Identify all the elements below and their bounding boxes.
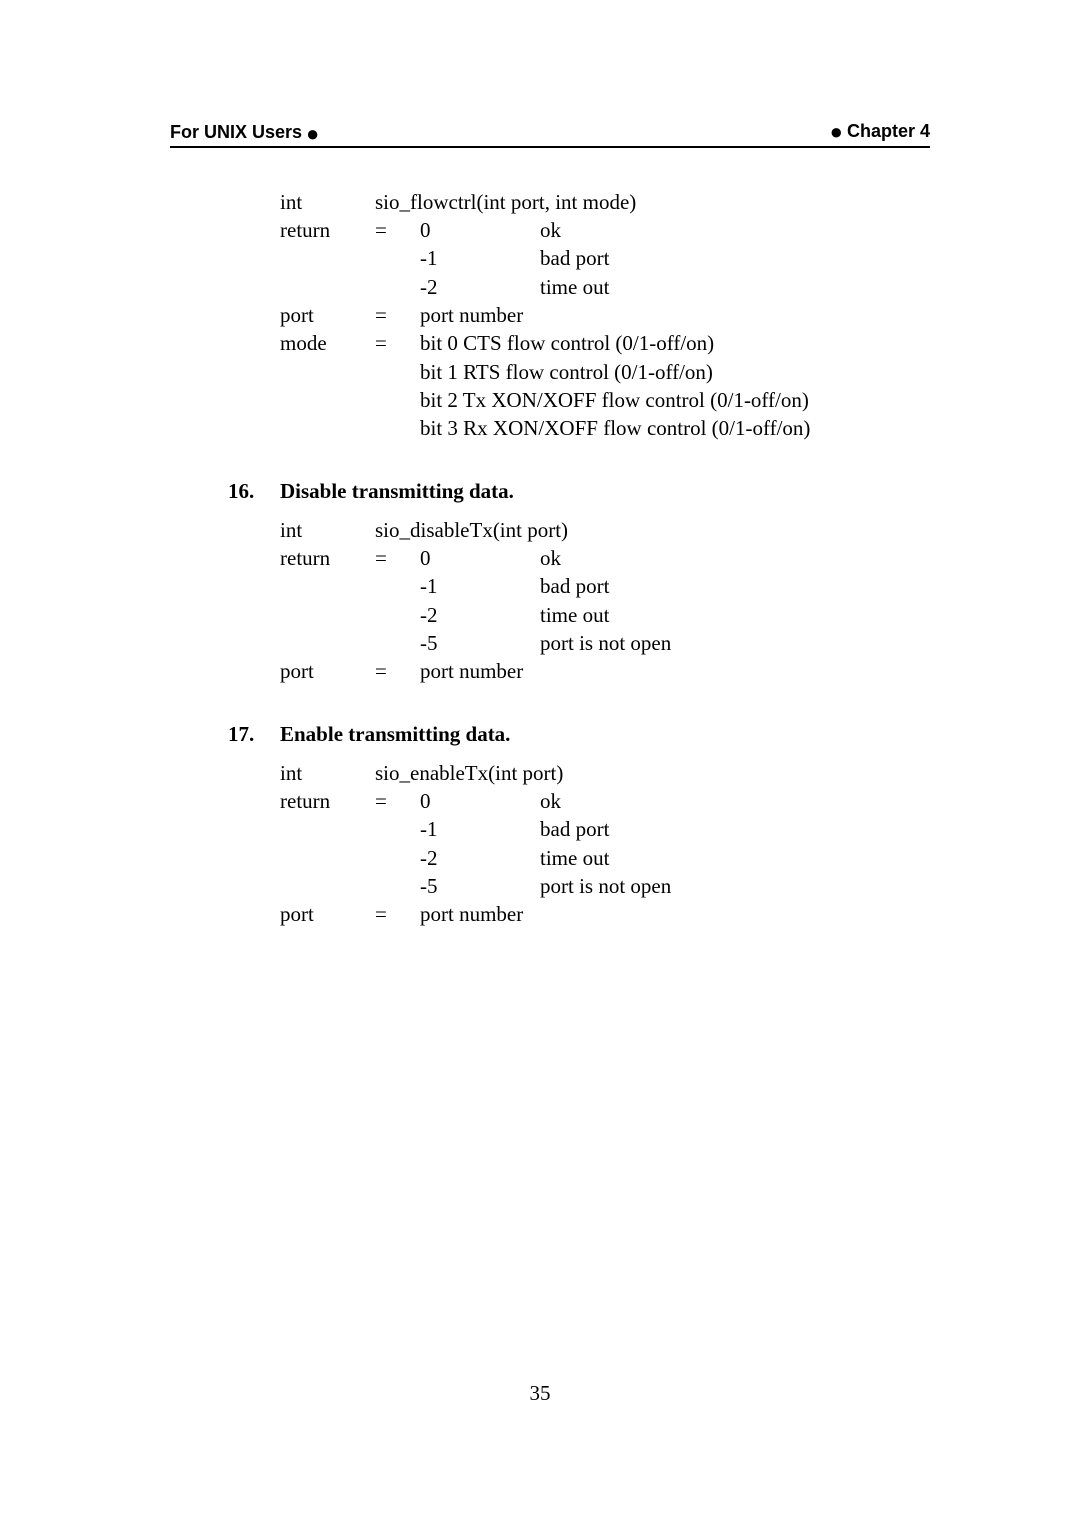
param-value: bit 0 CTS flow control (0/1-off/on) bbox=[420, 329, 714, 357]
param-value: bit 3 Rx XON/XOFF flow control (0/1-off/… bbox=[420, 414, 810, 442]
param-label: port bbox=[280, 657, 375, 685]
equals-sign: = bbox=[375, 301, 420, 329]
equals-sign: = bbox=[375, 787, 420, 815]
section-title: Disable transmitting data. bbox=[280, 479, 514, 504]
type-label: int bbox=[280, 516, 375, 544]
return-text: time out bbox=[540, 844, 930, 872]
param-value: port number bbox=[420, 900, 523, 928]
return-text: port is not open bbox=[540, 872, 930, 900]
return-code: -1 bbox=[420, 244, 540, 272]
return-text: ok bbox=[540, 544, 930, 572]
equals-sign: = bbox=[375, 216, 420, 244]
return-text: bad port bbox=[540, 244, 930, 272]
section-title: Enable transmitting data. bbox=[280, 722, 510, 747]
equals-sign: = bbox=[375, 900, 420, 928]
signature-text: sio_disableTx(int port) bbox=[375, 516, 568, 544]
signature-text: sio_flowctrl(int port, int mode) bbox=[375, 188, 636, 216]
return-text: ok bbox=[540, 216, 930, 244]
return-code: -2 bbox=[420, 844, 540, 872]
page-header: For UNIX Users ● ● Chapter 4 bbox=[170, 120, 930, 148]
return-code: -1 bbox=[420, 572, 540, 600]
param-label: port bbox=[280, 301, 375, 329]
return-code: 0 bbox=[420, 216, 540, 244]
param-value: port number bbox=[420, 657, 523, 685]
return-code: -2 bbox=[420, 601, 540, 629]
section-number: 17. bbox=[228, 722, 280, 747]
signature-text: sio_enableTx(int port) bbox=[375, 759, 563, 787]
section-heading-16: 16. Disable transmitting data. bbox=[228, 479, 930, 504]
header-right-text: Chapter 4 bbox=[847, 121, 930, 142]
param-value: bit 2 Tx XON/XOFF flow control (0/1-off/… bbox=[420, 386, 809, 414]
page-number: 35 bbox=[0, 1381, 1080, 1406]
bullet-icon: ● bbox=[306, 123, 319, 145]
equals-sign: = bbox=[375, 657, 420, 685]
equals-sign: = bbox=[375, 329, 420, 357]
bullet-icon: ● bbox=[830, 121, 843, 143]
header-left: For UNIX Users ● bbox=[170, 122, 323, 144]
return-text: bad port bbox=[540, 815, 930, 843]
return-code: -5 bbox=[420, 872, 540, 900]
return-text: time out bbox=[540, 601, 930, 629]
param-label: port bbox=[280, 900, 375, 928]
param-value: port number bbox=[420, 301, 523, 329]
return-code: -5 bbox=[420, 629, 540, 657]
param-value: bit 1 RTS flow control (0/1-off/on) bbox=[420, 358, 713, 386]
type-label: int bbox=[280, 759, 375, 787]
return-text: bad port bbox=[540, 572, 930, 600]
return-text: time out bbox=[540, 273, 930, 301]
header-right: ● Chapter 4 bbox=[826, 120, 930, 142]
param-label: mode bbox=[280, 329, 375, 357]
return-code: -1 bbox=[420, 815, 540, 843]
section-heading-17: 17. Enable transmitting data. bbox=[228, 722, 930, 747]
return-text: ok bbox=[540, 787, 930, 815]
return-code: 0 bbox=[420, 787, 540, 815]
equals-sign: = bbox=[375, 544, 420, 572]
return-label: return bbox=[280, 544, 375, 572]
type-label: int bbox=[280, 188, 375, 216]
section-number: 16. bbox=[228, 479, 280, 504]
return-code: 0 bbox=[420, 544, 540, 572]
return-code: -2 bbox=[420, 273, 540, 301]
return-label: return bbox=[280, 787, 375, 815]
header-left-text: For UNIX Users bbox=[170, 122, 302, 143]
return-text: port is not open bbox=[540, 629, 930, 657]
api-block-enabletx: int sio_enableTx(int port) return = 0 ok… bbox=[280, 759, 930, 929]
api-block-disabletx: int sio_disableTx(int port) return = 0 o… bbox=[280, 516, 930, 686]
return-label: return bbox=[280, 216, 375, 244]
api-block-flowctrl: int sio_flowctrl(int port, int mode) ret… bbox=[280, 188, 930, 443]
